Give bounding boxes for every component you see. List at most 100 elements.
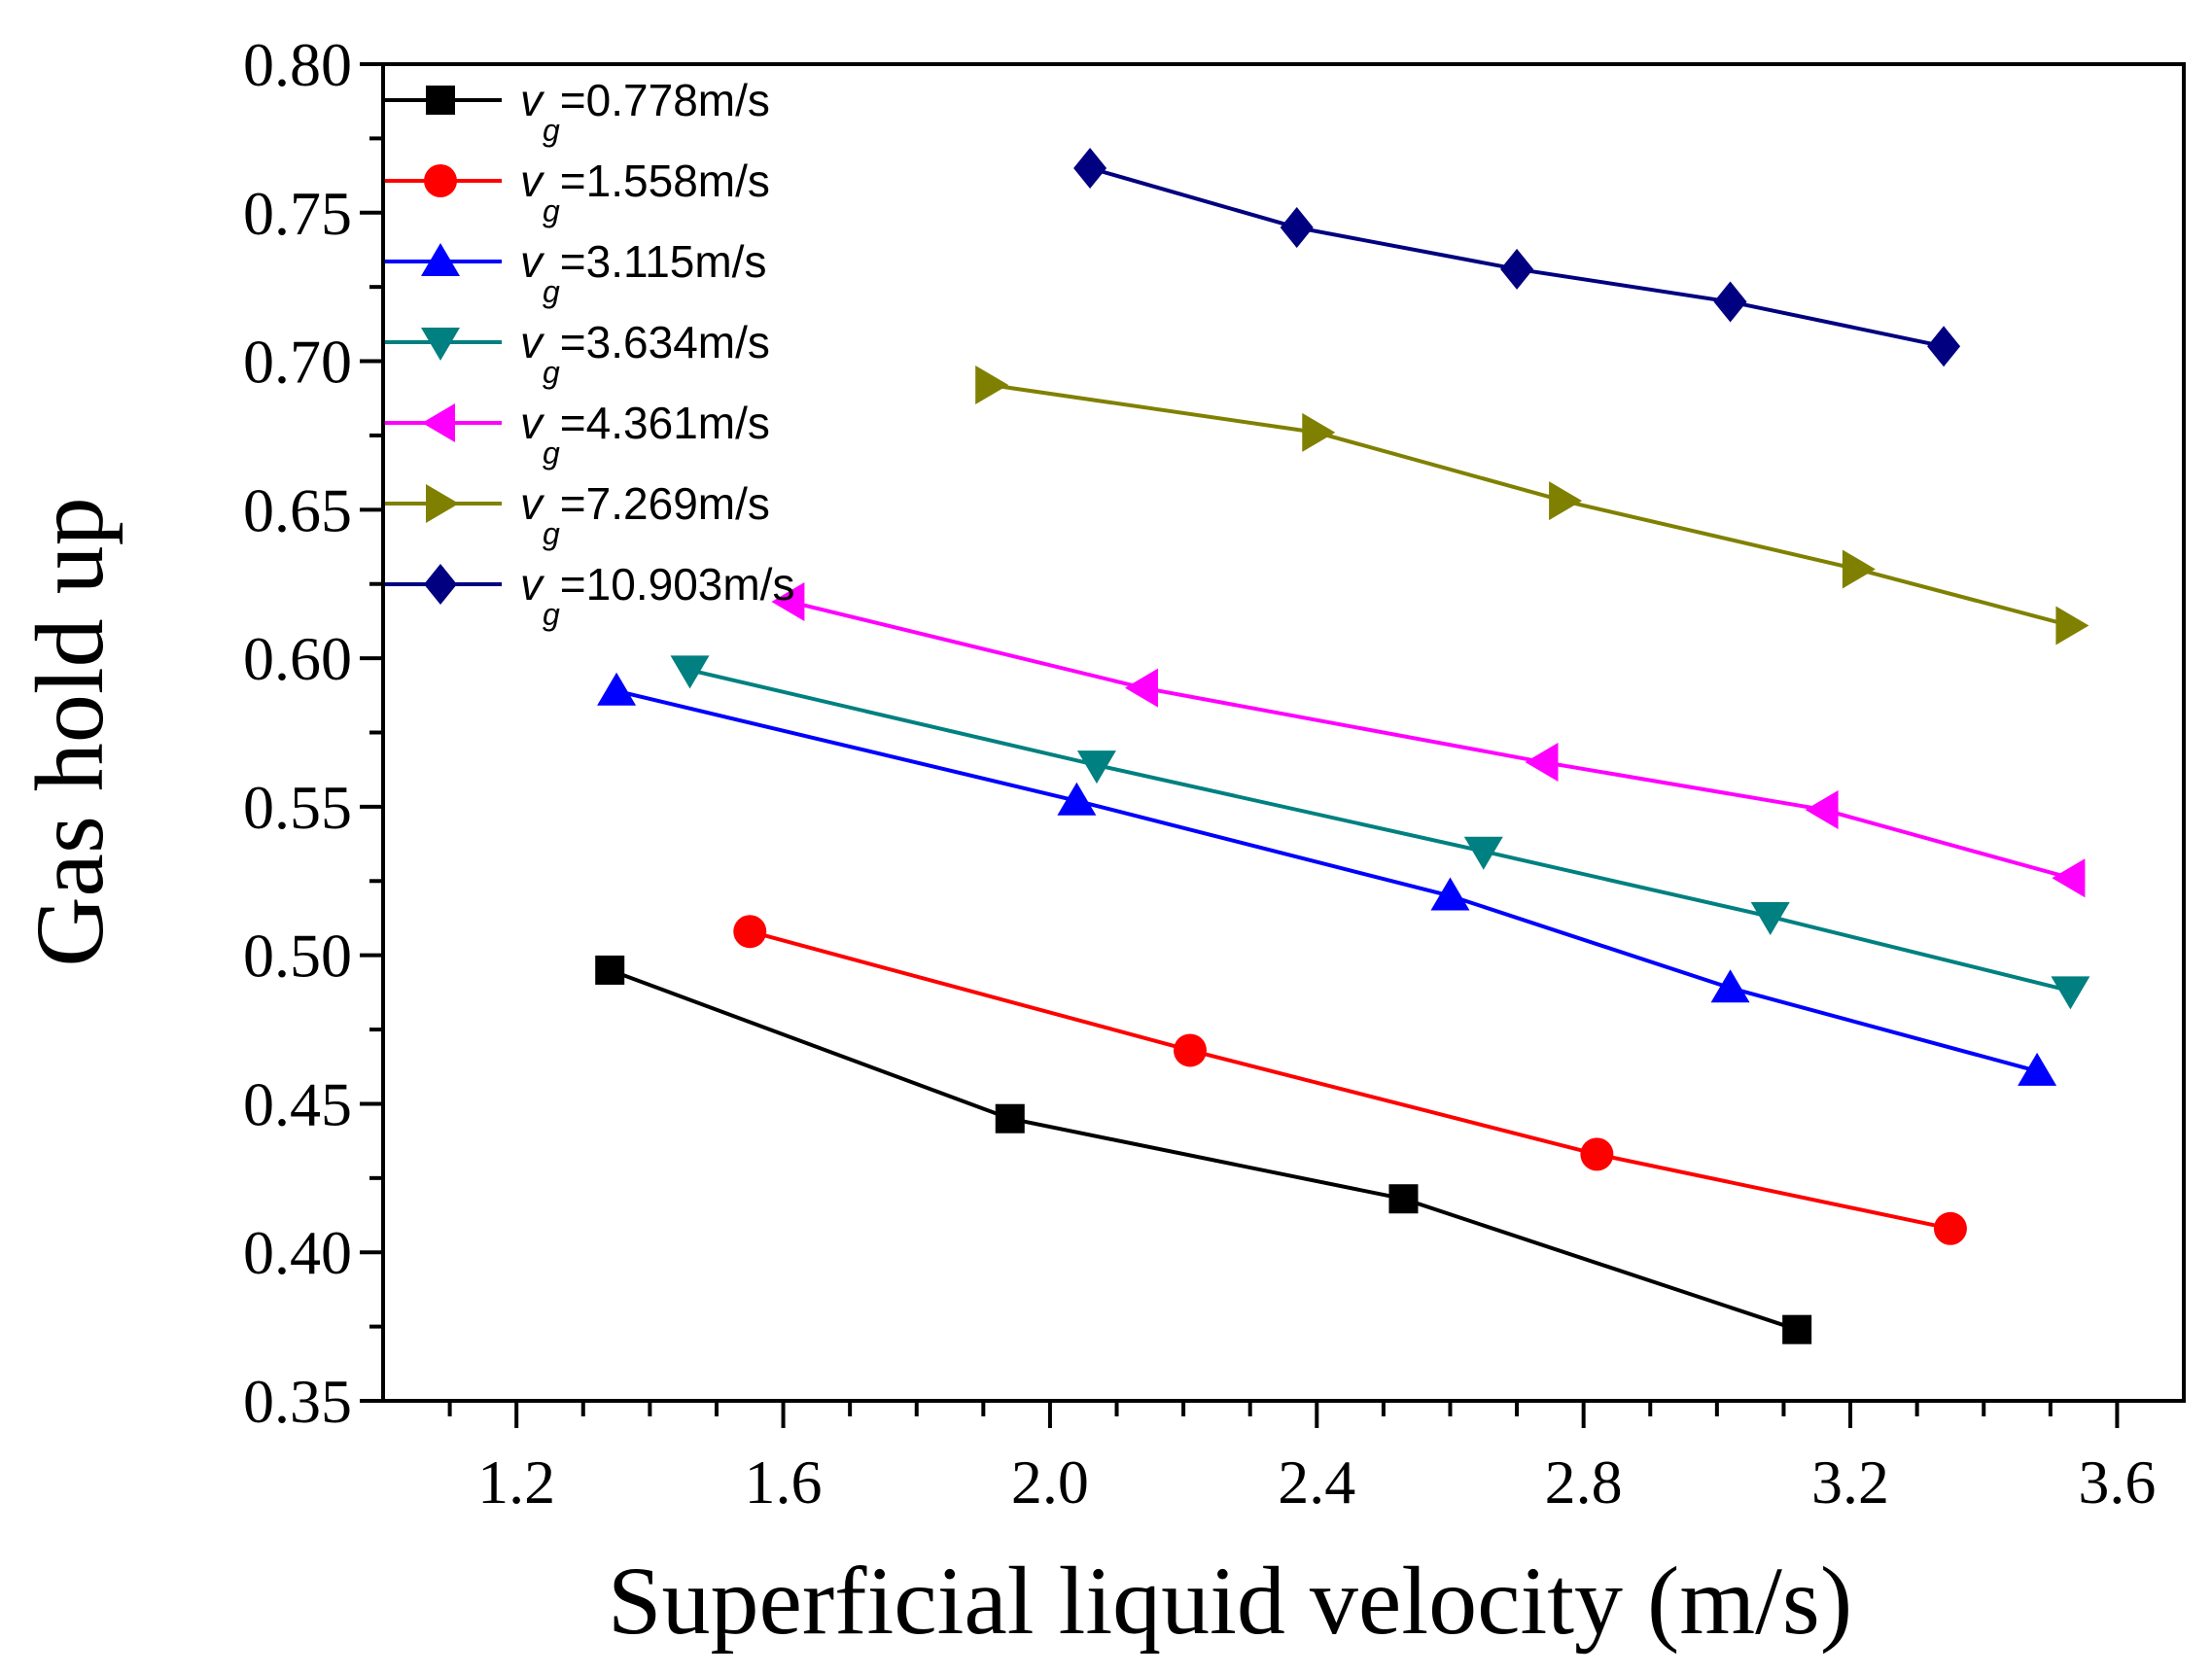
series-line <box>749 929 1951 1231</box>
legend-label: vg=1.558m/s <box>520 156 770 228</box>
data-point-triangle-up <box>1710 969 1750 1003</box>
data-point-circle <box>1173 1033 1207 1067</box>
legend-label: vg=0.778m/s <box>520 75 770 148</box>
x-axis-title: Superficial liquid velocity (m/s) <box>608 1547 1852 1655</box>
x-tick-label: 1.6 <box>745 1447 823 1517</box>
data-point-circle <box>1933 1211 1967 1245</box>
y-tick-label: 0.65 <box>243 475 352 544</box>
legend-label: vg=4.361m/s <box>520 398 770 471</box>
data-point-triangle-left <box>771 582 805 622</box>
legend-item: vg=4.361m/s <box>385 398 770 471</box>
series-vg-3.115m-s <box>597 672 2057 1086</box>
series-vg-7.269m-s <box>975 366 2089 645</box>
legend-rest: =3.115m/s <box>560 236 767 287</box>
legend-sub: g <box>543 355 560 390</box>
x-tick-label: 2.0 <box>1011 1447 1089 1517</box>
y-tick-label: 0.80 <box>243 30 352 99</box>
series-vg-3.634m-s <box>670 655 2090 1010</box>
x-tick-label: 3.6 <box>2078 1447 2156 1517</box>
legend-var: v <box>520 156 545 206</box>
series-line <box>615 688 2038 1073</box>
legend-sub: g <box>543 274 560 309</box>
data-point-circle <box>424 164 457 197</box>
data-point-triangle-down <box>1076 750 1116 785</box>
y-tick-label: 0.70 <box>243 328 352 397</box>
data-point-triangle-left <box>2052 858 2086 898</box>
x-tick-label: 2.4 <box>1278 1447 1355 1517</box>
data-point-triangle-left <box>1124 668 1158 708</box>
data-point-triangle-right <box>1549 481 1583 521</box>
data-point-triangle-down <box>421 328 460 361</box>
legend-item: vg=7.269m/s <box>385 478 770 551</box>
x-tick-label: 1.2 <box>477 1447 555 1517</box>
data-point-triangle-left <box>1525 743 1559 783</box>
legend-sub: g <box>543 436 560 471</box>
data-point-triangle-up <box>1430 877 1470 911</box>
legend-var: v <box>520 236 545 287</box>
data-point-triangle-down <box>1750 901 1790 935</box>
series-line <box>989 383 2071 628</box>
y-tick-label: 0.60 <box>243 624 352 693</box>
data-point-circle <box>1580 1137 1614 1171</box>
legend-item: vg=3.115m/s <box>385 236 766 309</box>
legend-var: v <box>520 559 545 610</box>
data-point-triangle-down <box>1463 836 1503 870</box>
data-point-diamond <box>424 564 457 605</box>
data-point-triangle-right <box>2055 606 2089 645</box>
legend-sub: g <box>543 516 560 551</box>
legend-sub: g <box>543 113 560 148</box>
data-point-diamond <box>1073 147 1107 189</box>
legend-sub: g <box>543 597 560 632</box>
data-point-square <box>995 1103 1025 1133</box>
legend-rest: =1.558m/s <box>560 156 770 206</box>
series-vg-0.778m-s <box>595 955 1812 1344</box>
legend-item: vg=0.778m/s <box>385 75 770 148</box>
legend-item: vg=1.558m/s <box>385 156 770 228</box>
data-point-square <box>1388 1184 1419 1214</box>
data-point-diamond <box>1500 248 1534 290</box>
x-tick-label: 2.8 <box>1545 1447 1623 1517</box>
legend-var: v <box>520 317 545 367</box>
axis-ticks: 1.2 1.6 2.0 2.4 2.8 3.2 3.6 0.35 0.40 0.45 0.50 0.5… <box>243 30 2156 1517</box>
legend-sub: g <box>543 193 560 228</box>
legend-item: vg=10.903m/s <box>385 559 794 632</box>
series-vg-1.558m-s <box>733 915 1967 1245</box>
data-point-triangle-down <box>2051 976 2090 1010</box>
data-point-diamond <box>1713 281 1747 323</box>
legend-label: vg=7.269m/s <box>520 478 770 551</box>
data-point-triangle-right <box>975 366 1009 404</box>
legend-var: v <box>520 398 545 448</box>
y-tick-label: 0.50 <box>243 922 352 991</box>
y-tick-label: 0.55 <box>243 773 352 842</box>
y-tick-label: 0.40 <box>243 1218 352 1287</box>
series-line <box>609 968 1798 1332</box>
legend-rest: =3.634m/s <box>560 317 770 367</box>
legend-rest: =4.361m/s <box>560 398 770 448</box>
legend: vg=0.778m/svg=1.558m/svg=3.115m/svg=3.63… <box>385 75 794 632</box>
y-tick-label: 0.75 <box>243 179 352 248</box>
legend-rest: =7.269m/s <box>560 478 770 529</box>
legend-label: vg=10.903m/s <box>520 559 794 632</box>
legend-label: vg=3.115m/s <box>520 236 766 309</box>
legend-rest: =10.903m/s <box>560 559 795 610</box>
series-vg-10.903m-s <box>1073 147 1961 367</box>
y-tick-label: 0.35 <box>243 1367 352 1436</box>
data-point-circle <box>733 915 767 949</box>
legend-var: v <box>520 478 545 529</box>
data-point-triangle-right <box>1842 549 1876 589</box>
legend-label: vg=3.634m/s <box>520 317 770 390</box>
series-vg-4.361m-s <box>771 582 2086 898</box>
data-point-triangle-right <box>1302 412 1336 452</box>
data-point-square <box>1782 1314 1812 1344</box>
legend-item: vg=3.634m/s <box>385 317 770 390</box>
legend-rest: =0.778m/s <box>560 75 770 125</box>
data-point-triangle-right <box>426 484 459 523</box>
data-point-diamond <box>1927 326 1961 367</box>
y-tick-label: 0.45 <box>243 1069 352 1138</box>
data-point-triangle-down <box>670 655 710 689</box>
data-point-triangle-up <box>597 672 637 706</box>
y-axis-title: Gas hold up <box>16 497 123 966</box>
x-tick-label: 3.2 <box>1811 1447 1889 1517</box>
series-group <box>595 147 2090 1344</box>
